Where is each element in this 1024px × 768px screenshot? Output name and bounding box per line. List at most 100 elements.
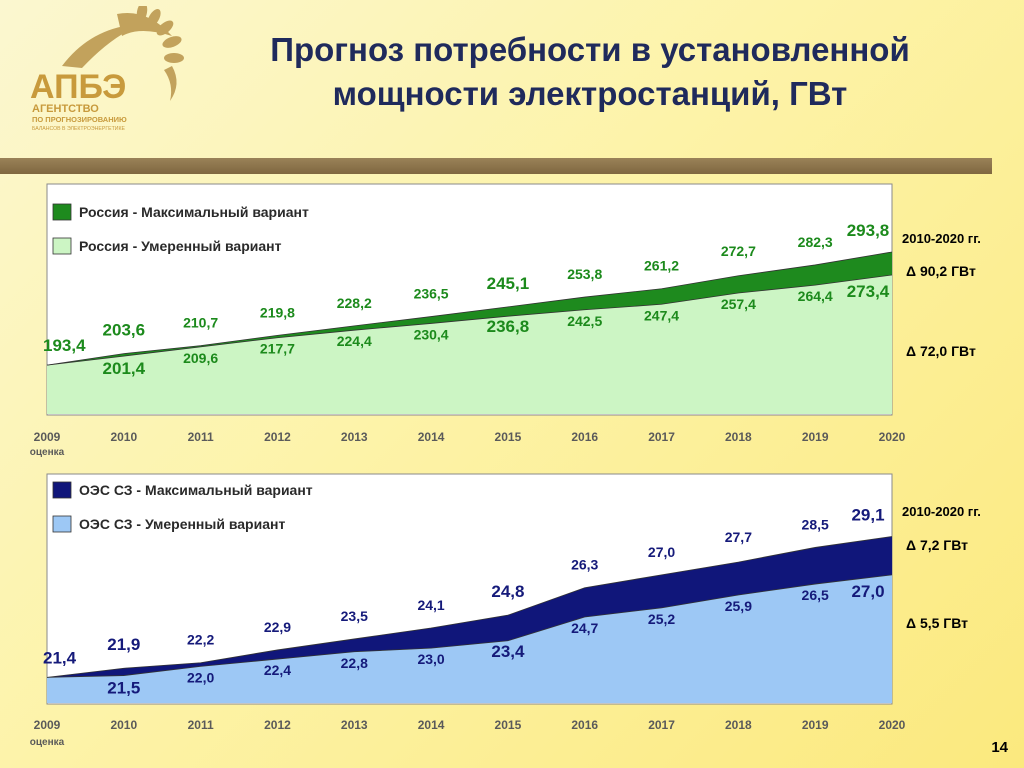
x-tick-label: 2020 xyxy=(879,718,906,732)
data-label-max: 21,4 xyxy=(43,648,77,667)
legend-label-max: ОЭС СЗ - Максимальный вариант xyxy=(79,482,313,498)
data-label-max: 28,5 xyxy=(802,516,829,532)
x-tick-label: 2014 xyxy=(418,430,445,444)
x-tick-label: 2013 xyxy=(341,718,368,732)
x-tick-label: 2020 xyxy=(879,430,906,444)
annotation-delta-max: Δ 90,2 ГВт xyxy=(906,263,976,279)
x-tick-label: 2015 xyxy=(495,430,522,444)
annotation-period: 2010-2020 гг. xyxy=(902,231,981,246)
series-mod-line-1 xyxy=(46,574,893,678)
x-tick-label: 2009 xyxy=(34,430,61,444)
data-label-mod: 224,4 xyxy=(337,333,372,349)
data-label-max: 261,2 xyxy=(644,258,679,274)
data-label-max: 245,1 xyxy=(487,274,530,293)
logo-line1: АГЕНТСТВО xyxy=(32,103,99,115)
legend-swatch-max-0 xyxy=(52,203,72,221)
x-tick-label: 2010 xyxy=(110,718,137,732)
x-tick-label: 2014 xyxy=(418,718,445,732)
x-tick-label: 2010 xyxy=(110,430,137,444)
data-label-mod: 209,6 xyxy=(183,350,218,366)
data-label-max: 236,5 xyxy=(414,286,449,302)
data-label-max: 253,8 xyxy=(567,266,602,282)
x-tick-label: 2017 xyxy=(648,718,675,732)
annotation-delta-mod: Δ 72,0 ГВт xyxy=(906,343,976,359)
title-divider xyxy=(0,158,992,174)
legend-label-mod: Россия - Умеренный вариант xyxy=(79,238,282,254)
data-label-mod: 264,4 xyxy=(798,288,833,304)
series-max-line-1 xyxy=(46,536,893,678)
data-label-mod: 22,8 xyxy=(341,655,368,671)
x-tick-label: 2013 xyxy=(341,430,368,444)
annotation-delta-mod: Δ 5,5 ГВт xyxy=(906,615,968,631)
data-label-mod: 230,4 xyxy=(414,326,449,342)
data-label-max: 22,2 xyxy=(187,632,214,648)
data-label-max: 24,8 xyxy=(491,582,524,601)
data-label-max: 219,8 xyxy=(260,304,295,320)
data-label-max: 21,9 xyxy=(107,635,140,654)
x-tick-label: 2017 xyxy=(648,430,675,444)
x-tick-label: 2016 xyxy=(571,718,598,732)
data-label-mod: 242,5 xyxy=(567,313,602,329)
legend-swatch-mod-0 xyxy=(52,237,72,255)
x-tick-label: 2018 xyxy=(725,430,752,444)
annotation-period: 2010-2020 гг. xyxy=(902,504,981,519)
data-label-mod: 21,5 xyxy=(107,679,140,698)
legend-swatch-mod-1 xyxy=(52,515,72,533)
data-label-max: 27,0 xyxy=(648,544,675,560)
data-label-mod: 236,8 xyxy=(487,317,530,336)
x-tick-label: 2011 xyxy=(188,430,214,444)
x-tick-label: 2015 xyxy=(495,718,522,732)
data-label-max: 272,7 xyxy=(721,243,756,259)
data-label-mod: 217,7 xyxy=(260,341,295,357)
data-label-max: 193,4 xyxy=(43,336,86,355)
data-label-max: 24,1 xyxy=(417,597,444,613)
data-label-mod: 26,5 xyxy=(802,587,829,603)
data-label-mod: 201,4 xyxy=(103,359,146,378)
x-tick-label: 2016 xyxy=(571,430,598,444)
legend-label-max: Россия - Максимальный вариант xyxy=(79,204,309,220)
data-label-max: 228,2 xyxy=(337,295,372,311)
series-mod-area-1 xyxy=(47,574,892,703)
logo-line2: ПО ПРОГНОЗИРОВАНИЮ xyxy=(32,115,127,124)
x-tick-label: 2018 xyxy=(725,718,752,732)
data-label-mod: 22,4 xyxy=(264,662,291,678)
series-max-line-0 xyxy=(46,251,893,366)
x-tick-label: 2019 xyxy=(802,430,829,444)
data-label-mod: 25,2 xyxy=(648,611,675,627)
data-label-max: 203,6 xyxy=(103,321,146,340)
data-label-mod: 23,0 xyxy=(417,651,444,667)
data-label-max: 22,9 xyxy=(264,619,291,635)
data-label-mod: 25,9 xyxy=(725,598,752,614)
page-number: 14 xyxy=(991,739,1008,756)
data-label-max: 29,1 xyxy=(851,505,884,524)
series-mod-line-0 xyxy=(46,274,893,366)
data-label-max: 26,3 xyxy=(571,557,598,573)
legend-swatch-max-1 xyxy=(52,481,72,499)
data-label-max: 282,3 xyxy=(798,234,833,250)
logo-line3: БАЛАНСОВ В ЭЛЕКТРОЭНЕРГЕТИКЕ xyxy=(32,126,126,132)
data-label-max: 293,8 xyxy=(847,221,890,240)
title-line-1: Прогноз потребности в установленной xyxy=(270,31,910,68)
x-tick-sublabel: оценка xyxy=(30,447,65,458)
data-label-mod: 27,0 xyxy=(851,582,884,601)
wheat-icon xyxy=(62,6,184,101)
data-label-max: 27,7 xyxy=(725,529,752,545)
annotation-delta-max: Δ 7,2 ГВт xyxy=(906,537,968,553)
page-title: Прогноз потребности в установленной мощн… xyxy=(210,28,970,116)
x-tick-label: 2019 xyxy=(802,718,829,732)
agency-logo: АПБЭ АГЕНТСТВО ПО ПРОГНОЗИРОВАНИЮ БАЛАНС… xyxy=(30,6,184,132)
x-tick-sublabel: оценка xyxy=(30,737,65,748)
data-label-mod: 273,4 xyxy=(847,282,890,301)
data-label-mod: 247,4 xyxy=(644,307,679,323)
x-tick-label: 2012 xyxy=(264,718,291,732)
data-label-mod: 23,4 xyxy=(491,642,525,661)
x-tick-label: 2012 xyxy=(264,430,291,444)
data-label-mod: 22,0 xyxy=(187,669,214,685)
data-label-max: 210,7 xyxy=(183,315,218,331)
data-label-max: 23,5 xyxy=(341,608,368,624)
x-tick-label: 2011 xyxy=(188,718,214,732)
x-tick-label: 2009 xyxy=(34,718,61,732)
series-mod-area-0 xyxy=(47,274,892,414)
title-line-2: мощности электростанций, ГВт xyxy=(332,75,848,112)
